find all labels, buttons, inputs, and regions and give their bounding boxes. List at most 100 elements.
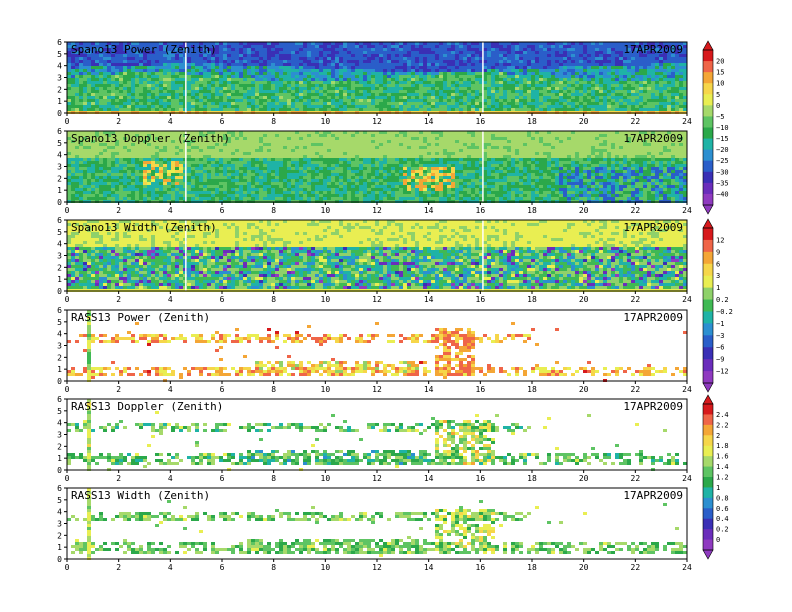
heatmap-cell bbox=[511, 108, 515, 111]
heatmap-cell bbox=[207, 143, 211, 146]
heatmap-cell bbox=[375, 60, 379, 63]
heatmap-cell bbox=[271, 87, 275, 90]
heatmap-cell bbox=[215, 170, 219, 173]
heatmap-cell bbox=[515, 108, 519, 111]
heatmap-cell bbox=[115, 108, 119, 111]
heatmap-cell bbox=[131, 173, 135, 176]
heatmap-cell bbox=[335, 72, 339, 75]
heatmap-cell bbox=[407, 42, 411, 45]
heatmap-cell bbox=[207, 93, 211, 96]
heatmap-cell bbox=[179, 72, 183, 75]
heatmap-cell bbox=[447, 45, 451, 48]
heatmap-cell bbox=[83, 51, 87, 54]
heatmap-cell bbox=[79, 197, 83, 200]
heatmap-cell bbox=[623, 48, 627, 51]
heatmap-cell bbox=[155, 57, 159, 60]
heatmap-cell bbox=[615, 69, 619, 72]
heatmap-cell bbox=[131, 164, 135, 167]
heatmap-cell bbox=[307, 69, 311, 72]
heatmap-cell bbox=[219, 105, 223, 108]
heatmap-cell bbox=[675, 51, 679, 54]
heatmap-cell bbox=[163, 54, 167, 57]
heatmap-cell bbox=[407, 96, 411, 99]
heatmap-cell bbox=[83, 134, 87, 137]
heatmap-cell bbox=[143, 131, 147, 134]
heatmap-cell bbox=[215, 185, 219, 188]
heatmap-cell bbox=[659, 66, 663, 69]
heatmap-cell bbox=[619, 48, 623, 51]
heatmap-cell bbox=[75, 185, 79, 188]
heatmap-cell bbox=[119, 108, 123, 111]
heatmap-cell bbox=[603, 75, 607, 78]
heatmap-cell bbox=[159, 69, 163, 72]
heatmap-cell bbox=[523, 93, 527, 96]
heatmap-cell bbox=[611, 66, 615, 69]
heatmap-cell bbox=[271, 57, 275, 60]
heatmap-cell bbox=[179, 48, 183, 51]
heatmap-cell bbox=[199, 176, 203, 179]
heatmap-cell bbox=[571, 51, 575, 54]
heatmap-cell bbox=[327, 84, 331, 87]
heatmap-cell bbox=[519, 69, 523, 72]
heatmap-cell bbox=[243, 179, 247, 182]
heatmap-cell bbox=[79, 96, 83, 99]
heatmap-cell bbox=[455, 45, 459, 48]
heatmap-cell bbox=[79, 75, 83, 78]
heatmap-cell bbox=[291, 60, 295, 63]
heatmap-cell bbox=[291, 102, 295, 105]
heatmap-cell bbox=[231, 173, 235, 176]
heatmap-cell bbox=[563, 87, 567, 90]
heatmap-cell bbox=[287, 93, 291, 96]
heatmap-cell bbox=[391, 63, 395, 66]
heatmap-cell bbox=[227, 161, 231, 164]
heatmap-cell bbox=[627, 42, 631, 45]
heatmap-cell bbox=[275, 57, 279, 60]
heatmap-cell bbox=[467, 63, 471, 66]
heatmap-cell bbox=[111, 90, 115, 93]
heatmap-cell bbox=[207, 66, 211, 69]
heatmap-cell bbox=[395, 51, 399, 54]
heatmap-cell bbox=[131, 66, 135, 69]
heatmap-cell bbox=[291, 45, 295, 48]
heatmap-cell bbox=[447, 57, 451, 60]
heatmap-cell bbox=[451, 63, 455, 66]
heatmap-cell bbox=[115, 182, 119, 185]
heatmap-cell bbox=[635, 93, 639, 96]
heatmap-cell bbox=[267, 155, 271, 158]
heatmap-cell bbox=[87, 137, 91, 140]
heatmap-cell bbox=[427, 51, 431, 54]
heatmap-cell bbox=[223, 152, 227, 155]
heatmap-cell bbox=[675, 75, 679, 78]
heatmap-cell bbox=[527, 102, 531, 105]
heatmap-cell bbox=[103, 167, 107, 170]
heatmap-cell bbox=[387, 105, 391, 108]
heatmap-cell bbox=[559, 66, 563, 69]
heatmap-cell bbox=[247, 194, 251, 197]
heatmap-cell bbox=[579, 99, 583, 102]
heatmap-cell bbox=[663, 63, 667, 66]
heatmap-cell bbox=[123, 84, 127, 87]
heatmap-cell bbox=[195, 170, 199, 173]
heatmap-cell bbox=[587, 81, 591, 84]
heatmap-cell bbox=[219, 102, 223, 105]
heatmap-cell bbox=[615, 45, 619, 48]
heatmap-cell bbox=[191, 146, 195, 149]
heatmap-cell bbox=[459, 69, 463, 72]
heatmap-cell bbox=[383, 69, 387, 72]
heatmap-cell bbox=[471, 45, 475, 48]
heatmap-cell bbox=[395, 42, 399, 45]
heatmap-cell bbox=[67, 93, 71, 96]
heatmap-cell bbox=[215, 149, 219, 152]
heatmap-cell bbox=[311, 105, 315, 108]
heatmap-cell bbox=[127, 87, 131, 90]
heatmap-cell bbox=[231, 99, 235, 102]
heatmap-cell bbox=[359, 108, 363, 111]
heatmap-cell bbox=[95, 102, 99, 105]
heatmap-cell bbox=[531, 48, 535, 51]
heatmap-cell bbox=[359, 60, 363, 63]
heatmap-cell bbox=[123, 81, 127, 84]
heatmap-cell bbox=[211, 143, 215, 146]
heatmap-cell bbox=[107, 90, 111, 93]
heatmap-cell bbox=[475, 42, 479, 45]
heatmap-cell bbox=[511, 75, 515, 78]
